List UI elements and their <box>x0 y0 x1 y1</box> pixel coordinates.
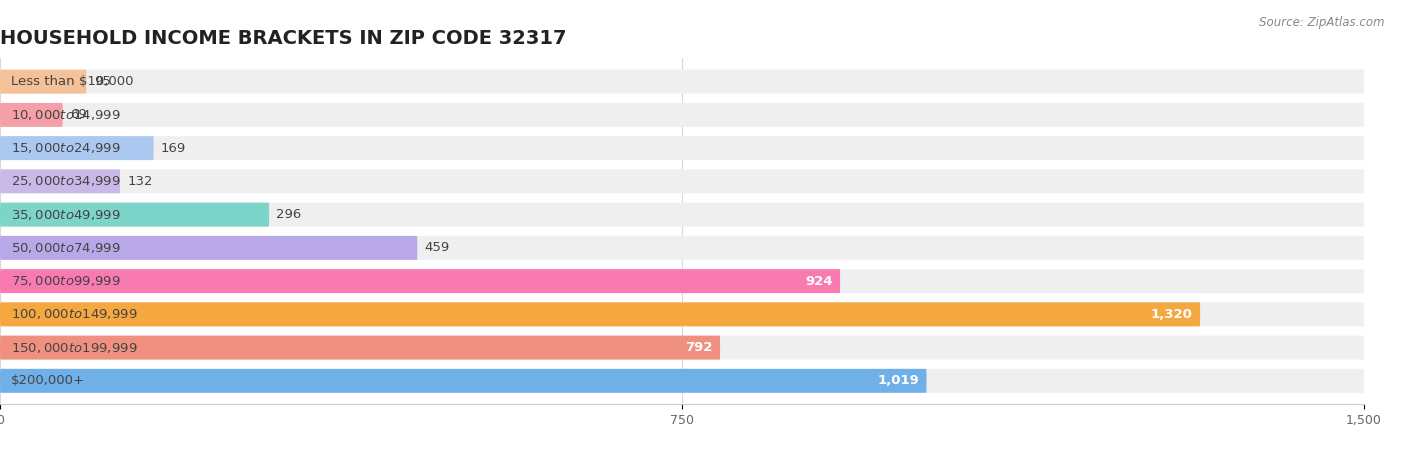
FancyBboxPatch shape <box>0 136 153 160</box>
Text: 1,320: 1,320 <box>1152 308 1192 321</box>
FancyBboxPatch shape <box>0 269 841 293</box>
Text: $15,000 to $24,999: $15,000 to $24,999 <box>11 141 121 155</box>
FancyBboxPatch shape <box>0 103 63 127</box>
Text: Source: ZipAtlas.com: Source: ZipAtlas.com <box>1260 16 1385 29</box>
Text: 169: 169 <box>160 141 186 154</box>
FancyBboxPatch shape <box>0 169 1364 194</box>
Text: 792: 792 <box>686 341 713 354</box>
FancyBboxPatch shape <box>0 169 120 194</box>
FancyBboxPatch shape <box>0 202 269 227</box>
Text: $75,000 to $99,999: $75,000 to $99,999 <box>11 274 121 288</box>
Text: 1,019: 1,019 <box>877 374 920 387</box>
Text: $35,000 to $49,999: $35,000 to $49,999 <box>11 207 121 222</box>
FancyBboxPatch shape <box>0 302 1201 326</box>
Text: HOUSEHOLD INCOME BRACKETS IN ZIP CODE 32317: HOUSEHOLD INCOME BRACKETS IN ZIP CODE 32… <box>0 30 567 48</box>
Text: $150,000 to $199,999: $150,000 to $199,999 <box>11 341 138 355</box>
FancyBboxPatch shape <box>0 335 720 360</box>
Text: $100,000 to $149,999: $100,000 to $149,999 <box>11 308 138 321</box>
Text: 132: 132 <box>128 175 153 188</box>
FancyBboxPatch shape <box>0 70 86 93</box>
FancyBboxPatch shape <box>0 136 1364 160</box>
Text: $25,000 to $34,999: $25,000 to $34,999 <box>11 174 121 189</box>
Text: 69: 69 <box>70 108 87 121</box>
Text: 296: 296 <box>277 208 302 221</box>
Text: $200,000+: $200,000+ <box>11 374 84 387</box>
FancyBboxPatch shape <box>0 236 418 260</box>
FancyBboxPatch shape <box>0 335 1364 360</box>
FancyBboxPatch shape <box>0 70 1364 93</box>
Text: 924: 924 <box>806 275 832 288</box>
FancyBboxPatch shape <box>0 269 1364 293</box>
FancyBboxPatch shape <box>0 369 927 393</box>
FancyBboxPatch shape <box>0 103 1364 127</box>
Text: $10,000 to $14,999: $10,000 to $14,999 <box>11 108 121 122</box>
FancyBboxPatch shape <box>0 202 1364 227</box>
Text: $50,000 to $74,999: $50,000 to $74,999 <box>11 241 121 255</box>
Text: 459: 459 <box>425 242 450 254</box>
FancyBboxPatch shape <box>0 236 1364 260</box>
Text: 95: 95 <box>94 75 111 88</box>
FancyBboxPatch shape <box>0 302 1364 326</box>
Text: Less than $10,000: Less than $10,000 <box>11 75 134 88</box>
FancyBboxPatch shape <box>0 369 1364 393</box>
